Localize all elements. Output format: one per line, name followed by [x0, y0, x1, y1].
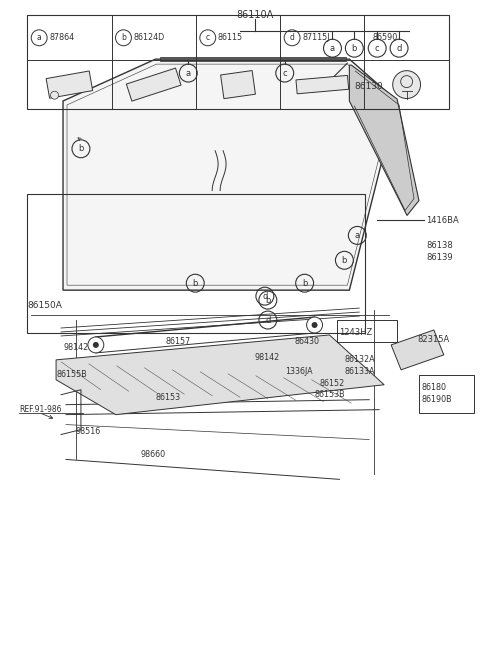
Text: c: c: [206, 33, 210, 43]
Text: 86430: 86430: [295, 337, 320, 346]
Text: 1243HZ: 1243HZ: [339, 328, 372, 337]
Text: 86110A: 86110A: [236, 10, 274, 20]
Text: 87864: 87864: [49, 33, 74, 43]
Text: 86180: 86180: [422, 383, 447, 392]
Polygon shape: [296, 75, 348, 94]
Text: d: d: [396, 44, 402, 52]
Polygon shape: [391, 330, 444, 370]
Bar: [419, 375, 474, 413]
Circle shape: [50, 91, 59, 99]
Polygon shape: [56, 335, 384, 415]
Text: d: d: [289, 33, 295, 43]
Text: d: d: [262, 291, 267, 301]
Text: a: a: [330, 44, 335, 52]
Circle shape: [312, 322, 318, 328]
Text: c: c: [282, 69, 287, 77]
Text: b: b: [121, 33, 126, 43]
Circle shape: [393, 71, 420, 98]
Text: 98516: 98516: [76, 427, 101, 436]
Text: 86139: 86139: [426, 253, 453, 262]
Polygon shape: [349, 65, 419, 215]
Polygon shape: [126, 68, 181, 101]
Text: 86155B: 86155B: [56, 370, 87, 379]
Text: d: d: [265, 316, 271, 324]
Text: b: b: [342, 256, 347, 265]
Text: b: b: [352, 44, 357, 52]
Text: 86124D: 86124D: [133, 33, 165, 43]
Circle shape: [88, 337, 104, 353]
Circle shape: [307, 317, 323, 333]
Text: 98142: 98142: [255, 353, 280, 362]
Text: 86157: 86157: [166, 337, 191, 346]
Text: c: c: [375, 44, 380, 52]
Text: 98142: 98142: [63, 343, 88, 352]
Polygon shape: [63, 59, 397, 290]
Text: REF.91-986: REF.91-986: [19, 405, 62, 414]
Text: a: a: [355, 231, 360, 240]
Text: 86153: 86153: [156, 393, 180, 402]
Bar: [27, 15, 449, 109]
Text: 86152: 86152: [320, 379, 345, 388]
Text: 86138: 86138: [426, 241, 453, 250]
Text: 86130: 86130: [354, 81, 383, 90]
Text: 86590: 86590: [372, 33, 397, 43]
Text: 86132A: 86132A: [344, 356, 375, 364]
Text: a: a: [186, 69, 191, 77]
Circle shape: [93, 342, 99, 348]
Text: 98660: 98660: [141, 450, 166, 459]
Text: 86153B: 86153B: [314, 390, 345, 399]
Polygon shape: [221, 71, 255, 99]
Text: 1336JA: 1336JA: [285, 367, 312, 377]
Text: b: b: [302, 278, 307, 288]
Text: 86133A: 86133A: [344, 367, 375, 377]
Text: b: b: [78, 144, 84, 153]
Text: b: b: [192, 278, 198, 288]
Text: 86190B: 86190B: [422, 395, 453, 404]
Bar: [27, 194, 365, 333]
Text: 1416BA: 1416BA: [426, 216, 459, 225]
Text: 82315A: 82315A: [417, 335, 449, 345]
Polygon shape: [160, 57, 347, 61]
Text: 86150A: 86150A: [27, 301, 62, 310]
Bar: [337, 320, 397, 342]
Text: 86115: 86115: [218, 33, 243, 43]
Text: 87115J: 87115J: [302, 33, 330, 43]
Polygon shape: [46, 71, 93, 98]
Text: a: a: [37, 33, 42, 43]
Text: b: b: [265, 295, 271, 305]
